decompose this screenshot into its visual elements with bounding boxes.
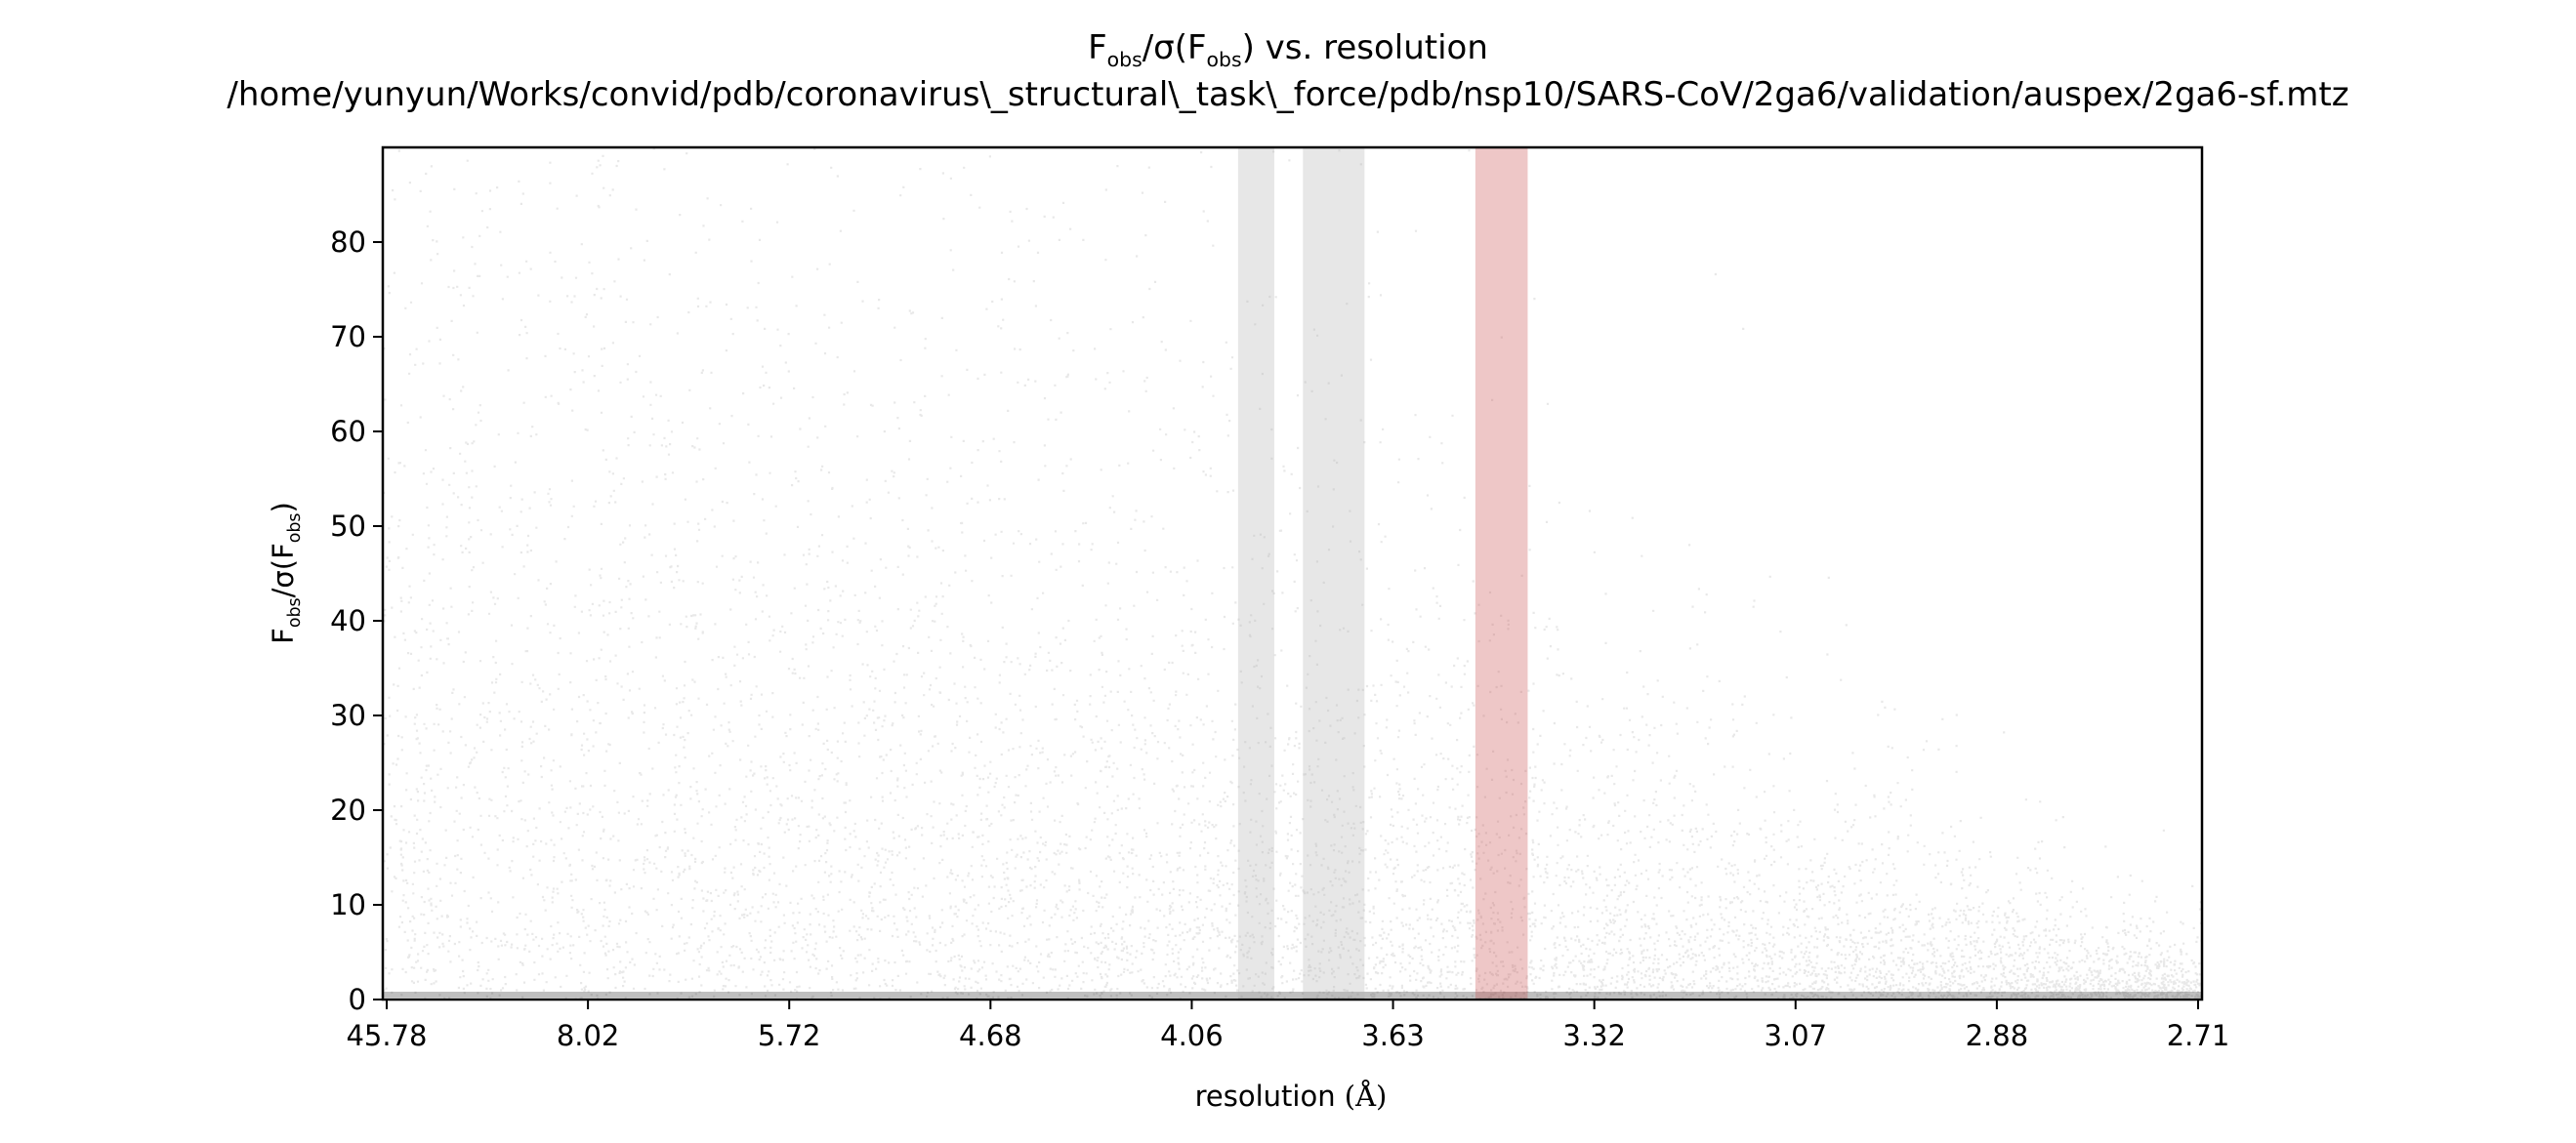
scatter-point-cloud xyxy=(383,147,2202,1000)
ice-ring-band-3 xyxy=(1475,147,1528,1000)
scatter-floor-band xyxy=(383,992,2202,998)
x-axis-label: resolution (Å) xyxy=(1195,1079,1388,1113)
y-tick-label: 0 xyxy=(349,983,366,1016)
y-tick-label: 30 xyxy=(330,699,366,732)
chart-title-line1: Fobs/σ(Fobs) vs. resolution xyxy=(1088,28,1488,71)
x-tick-label: 5.72 xyxy=(758,1019,821,1052)
x-tick-label: 3.07 xyxy=(1764,1019,1827,1052)
chart-title-line2: /home/yunyun/Works/convid/pdb/coronaviru… xyxy=(227,75,2348,114)
y-tick-label: 40 xyxy=(330,604,366,637)
y-tick-label: 70 xyxy=(330,320,366,353)
x-tick-label: 2.71 xyxy=(2167,1019,2230,1052)
y-tick-label: 10 xyxy=(330,888,366,921)
ice-ring-band-1 xyxy=(1237,147,1274,1000)
scatter-points xyxy=(383,147,2202,1000)
y-tick-label: 50 xyxy=(330,510,366,543)
x-tick-label: 8.02 xyxy=(557,1019,620,1052)
x-tick-label: 4.68 xyxy=(959,1019,1022,1052)
y-tick-label: 60 xyxy=(330,415,366,448)
y-tick-label: 20 xyxy=(330,794,366,827)
x-tick-label: 3.63 xyxy=(1361,1019,1425,1052)
y-axis-label: Fobs/σ(Fobs) xyxy=(267,502,305,644)
y-axis: 0 10 20 30 40 50 60 70 80 xyxy=(330,225,383,1016)
x-tick-label: 45.78 xyxy=(346,1019,427,1052)
ice-ring-band-2 xyxy=(1303,147,1365,1000)
y-tick-label: 80 xyxy=(330,225,366,259)
plot-frame xyxy=(381,145,2204,1001)
x-tick-label: 3.32 xyxy=(1562,1019,1626,1052)
x-axis: 45.78 8.02 5.72 4.68 4.06 3.63 3.32 3.07 2.88 2.7… xyxy=(346,1000,2229,1052)
x-tick-label: 2.88 xyxy=(1966,1019,2029,1052)
x-tick-label: 4.06 xyxy=(1160,1019,1224,1052)
ice-ring-bands xyxy=(1237,147,1528,1000)
